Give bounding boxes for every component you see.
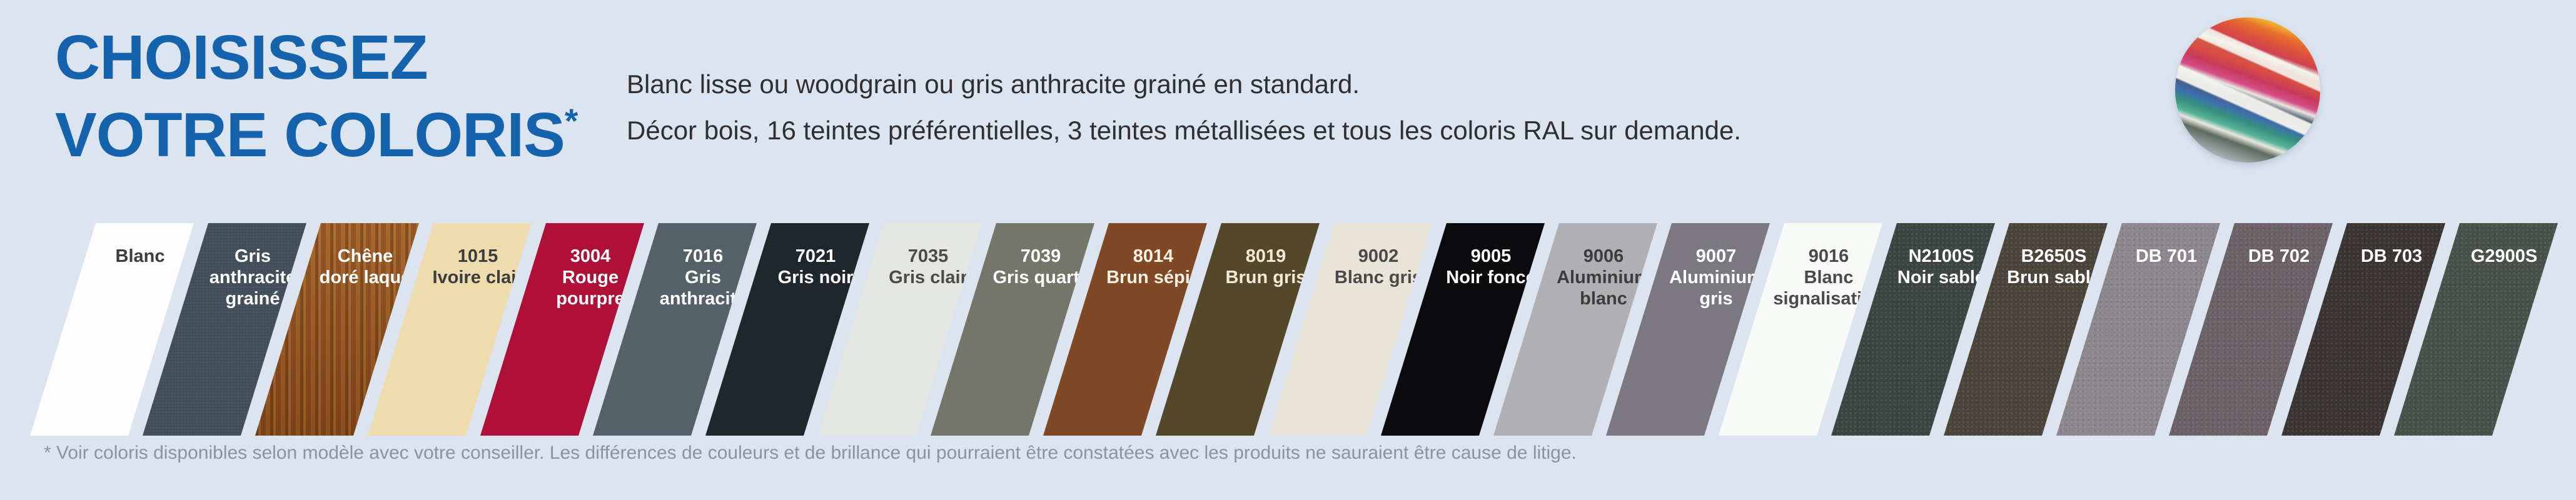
page-title-line2: VOTRE COLORIS*	[55, 100, 578, 170]
swatch-name: Gris quartz	[993, 268, 1089, 288]
swatch-code: 1015	[457, 246, 498, 266]
swatch-name: Aluminium gris	[1669, 268, 1763, 309]
swatch-name: Noir sablé	[1897, 268, 1986, 288]
swatch-code: 7039	[1020, 246, 1061, 266]
swatch-name: Brun sablé	[2007, 268, 2101, 288]
swatch-code: 3004	[570, 246, 611, 266]
swatch-code: N2100S	[1908, 246, 1974, 266]
swatch-name: Blanc	[115, 246, 165, 266]
swatch-name: Noir foncé	[1446, 268, 1536, 288]
swatch-code: 7016	[682, 246, 724, 266]
swatch-code: G2900S	[2470, 246, 2538, 266]
swatch-name: Ivoire clair	[432, 268, 523, 288]
swatch-name: Gris anthracite grainé	[209, 246, 296, 309]
swatch-name: Chêne doré laqué	[319, 246, 412, 288]
intro-text: Blanc lisse ou woodgrain ou gris anthrac…	[627, 61, 1741, 154]
swatch-name: Blanc gris	[1334, 268, 1423, 288]
intro-text-line1: Blanc lisse ou woodgrain ou gris anthrac…	[627, 69, 1360, 99]
color-swatch-row: Blanc Gris anthracite grainé Chêne doré …	[0, 223, 2576, 436]
swatch-code: DB 701	[2135, 246, 2198, 266]
swatch-name: Brun gris	[1225, 268, 1306, 288]
swatch-code: DB 702	[2248, 246, 2310, 266]
intro-text-line2: Décor bois, 16 teintes préférentielles, …	[627, 116, 1742, 145]
ral-color-fan-image	[2175, 18, 2320, 162]
footnote: * Voir coloris disponibles selon modèle …	[44, 442, 1577, 463]
swatch-name: Brun sépia	[1106, 268, 1200, 288]
swatch-name: Gris noir	[777, 268, 854, 288]
page-title-line1: CHOISISSEZ	[55, 22, 428, 92]
swatch-code: 7021	[795, 246, 836, 266]
swatch-name: Rouge pourpre	[556, 268, 625, 309]
swatch-code: 8019	[1245, 246, 1286, 266]
swatch-code: 9005	[1470, 246, 1512, 266]
swatch-code: 9006	[1583, 246, 1624, 266]
swatch-code: 9007	[1695, 246, 1737, 266]
swatch-code: 9016	[1808, 246, 1849, 266]
title-asterisk: *	[564, 101, 578, 140]
swatch-code: 8014	[1133, 246, 1174, 266]
swatch-name: Aluminium blanc	[1557, 268, 1650, 309]
swatch-name: Gris clair	[889, 268, 967, 288]
swatch-code: B2650S	[2021, 246, 2087, 266]
swatch-code: 7035	[907, 246, 949, 266]
swatch-code: DB 703	[2360, 246, 2423, 266]
swatch-code: 9002	[1358, 246, 1399, 266]
page-title: CHOISISSEZ VOTRE COLORIS*	[55, 19, 578, 174]
